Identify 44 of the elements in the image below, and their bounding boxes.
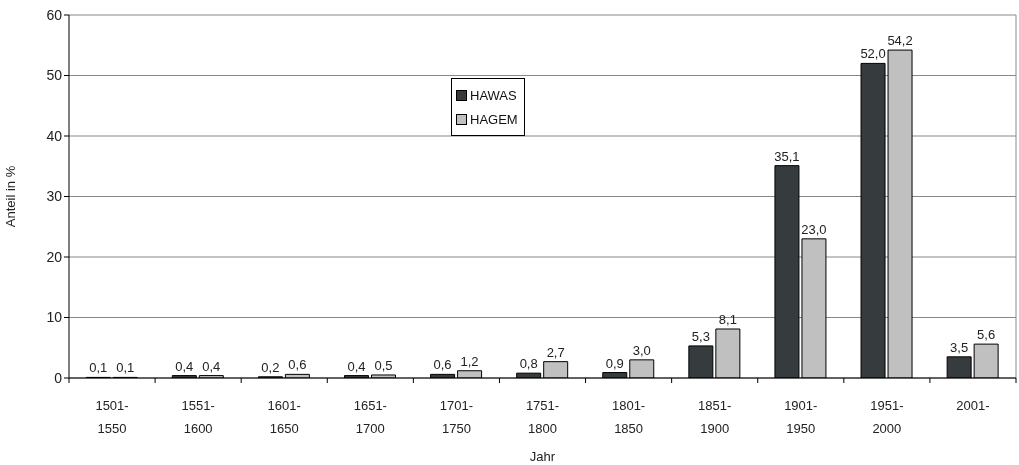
legend-label: HAWAS [470,87,517,103]
data-label: 52,0 [860,46,886,62]
data-label: 0,6 [433,357,452,373]
data-label: 0,4 [202,358,221,374]
x-axis-title: Jahr [529,449,556,464]
data-label: 0,1 [89,360,108,376]
data-label: 8,1 [718,311,737,327]
x-tick-label: 1851- 1900 [698,398,732,436]
x-tick-label: 1901- 1950 [784,398,818,436]
x-tick-label: 1951- 2000 [870,398,904,436]
x-tick-label: 1551- 1600 [181,398,215,436]
x-tick-label: 2001- [956,398,990,413]
legend-label: HAGEM [470,111,518,127]
y-tick-label: 10 [46,309,63,326]
data-label: 3,0 [632,342,651,358]
data-label: 0,4 [347,358,366,374]
y-tick-label: 60 [46,6,63,23]
y-tick-label: 50 [46,67,63,84]
x-tick-label: 1751- 1800 [525,398,560,436]
x-tick-label: 1651- 1700 [353,398,387,436]
y-tick-label: 30 [46,188,63,205]
data-label: 0,8 [519,356,538,372]
x-tick-label: 1501- 1550 [95,398,129,436]
data-label: 0,4 [175,358,194,374]
data-label: 0,9 [605,355,624,371]
x-tick-label: 1801- 1850 [611,398,646,436]
data-label: 23,0 [801,221,827,237]
data-label: 0,2 [261,359,280,375]
data-label: 5,6 [977,327,996,343]
data-label: 0,6 [288,357,307,373]
data-label: 0,1 [116,360,135,376]
data-label: 5,3 [691,328,710,344]
data-label: 35,1 [774,148,800,164]
y-tick-label: 40 [46,127,63,144]
data-label: 3,5 [950,339,969,355]
y-tick-label: 0 [54,369,63,386]
data-label: 1,2 [460,353,479,369]
data-label: 54,2 [887,33,913,49]
data-label: 2,7 [546,344,565,360]
x-tick-label: 1701- 1750 [439,398,474,436]
y-axis-title: Anteil in % [2,165,18,228]
y-tick-label: 20 [46,248,63,265]
x-tick-label: 1601- 1650 [267,398,301,436]
data-label: 0,5 [374,357,393,373]
